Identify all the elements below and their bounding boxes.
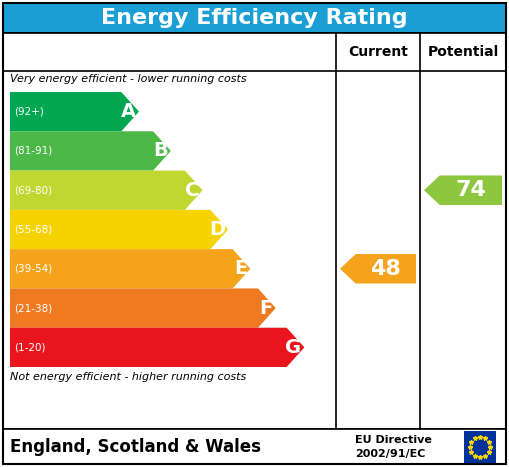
Text: (21-38): (21-38) (14, 303, 52, 313)
Text: (69-80): (69-80) (14, 185, 52, 195)
Polygon shape (340, 254, 416, 283)
Polygon shape (10, 289, 276, 328)
Bar (3, 33, 506, 429)
Text: B: B (153, 142, 168, 161)
Text: 74: 74 (456, 180, 486, 200)
Text: Potential: Potential (428, 45, 499, 59)
Text: Not energy efficient - higher running costs: Not energy efficient - higher running co… (10, 372, 246, 382)
Polygon shape (424, 176, 502, 205)
Text: (1-20): (1-20) (14, 342, 45, 353)
Text: Very energy efficient - lower running costs: Very energy efficient - lower running co… (10, 74, 247, 84)
Text: G: G (285, 338, 301, 357)
Text: 48: 48 (371, 259, 401, 279)
Text: C: C (185, 181, 200, 200)
Text: (39-54): (39-54) (14, 264, 52, 274)
Bar (3, 3, 506, 33)
Text: (81-91): (81-91) (14, 146, 52, 156)
Bar (3, 429, 506, 464)
Polygon shape (10, 170, 203, 210)
Text: Energy Efficiency Rating: Energy Efficiency Rating (101, 8, 407, 28)
Text: (55-68): (55-68) (14, 225, 52, 234)
Bar (3, 33, 506, 71)
Text: Current: Current (348, 45, 408, 59)
Text: D: D (209, 220, 225, 239)
Text: E: E (234, 259, 247, 278)
Polygon shape (10, 210, 228, 249)
Bar (464, 431, 496, 463)
Text: EU Directive
2002/91/EC: EU Directive 2002/91/EC (355, 435, 432, 459)
Text: A: A (121, 102, 136, 121)
Text: England, Scotland & Wales: England, Scotland & Wales (10, 438, 261, 456)
Polygon shape (10, 249, 250, 289)
Polygon shape (10, 92, 139, 131)
Polygon shape (10, 131, 171, 170)
Text: F: F (260, 298, 273, 318)
Text: (92+): (92+) (14, 106, 44, 117)
Polygon shape (10, 328, 304, 367)
